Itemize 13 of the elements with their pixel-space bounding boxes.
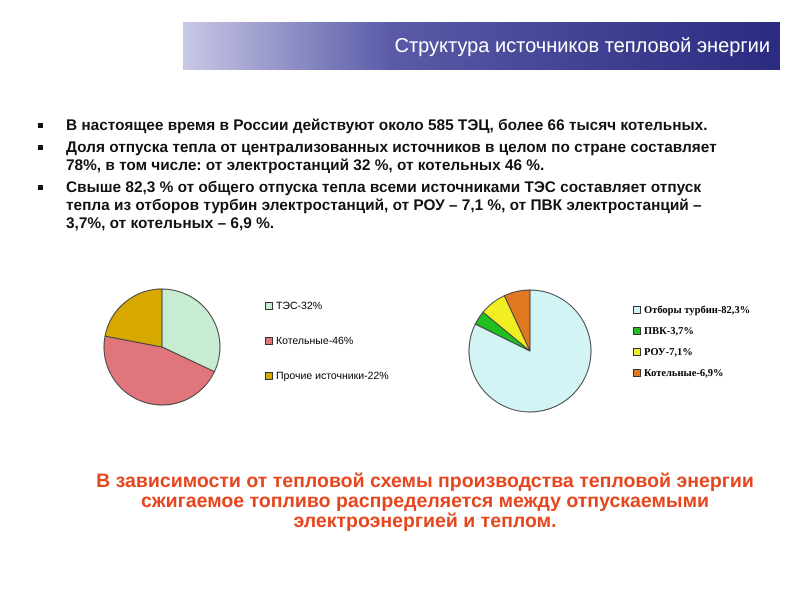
legend-label: РОУ-7,1% [644, 346, 693, 358]
text: В настоящее время в России действуют около 585 ТЭЦ, более 66 тысяч котельных. [66, 117, 708, 134]
legend-label: ПВК-3,7% [644, 326, 694, 336]
text: Свыше 82,3 % от общего отпуска тепла всеми источниками ТЭС составляет отпуск тепла из отборов турбин электростанций, от РОУ – 7,1 %, от ПВК электростанций – 3,7%, от котельных – 6,9 %. [66, 179, 702, 232]
text: Структура источников тепловой энергии [394, 34, 770, 58]
legend-label: Прочие источники-22% [276, 370, 389, 382]
legend-label: ТЭС-32% [276, 300, 322, 312]
text: В зависимости от тепловой схемы производства тепловой энергии сжигаемое топливо распределяется между отпускаемыми электроэнергией и теплом. [96, 470, 754, 532]
legend-label: Котельные-6,9% [644, 368, 724, 378]
text: Доля отпуска тепла от централизованных источников в целом по стране составляет 78%, в том числе: от электростанций 32 %, от котельных 46 %. [66, 139, 717, 174]
legend-label: Котельные-46% [276, 335, 354, 347]
pie-slice [468, 290, 592, 412]
legend-label: Отборы турбин-82,3% [644, 304, 750, 316]
